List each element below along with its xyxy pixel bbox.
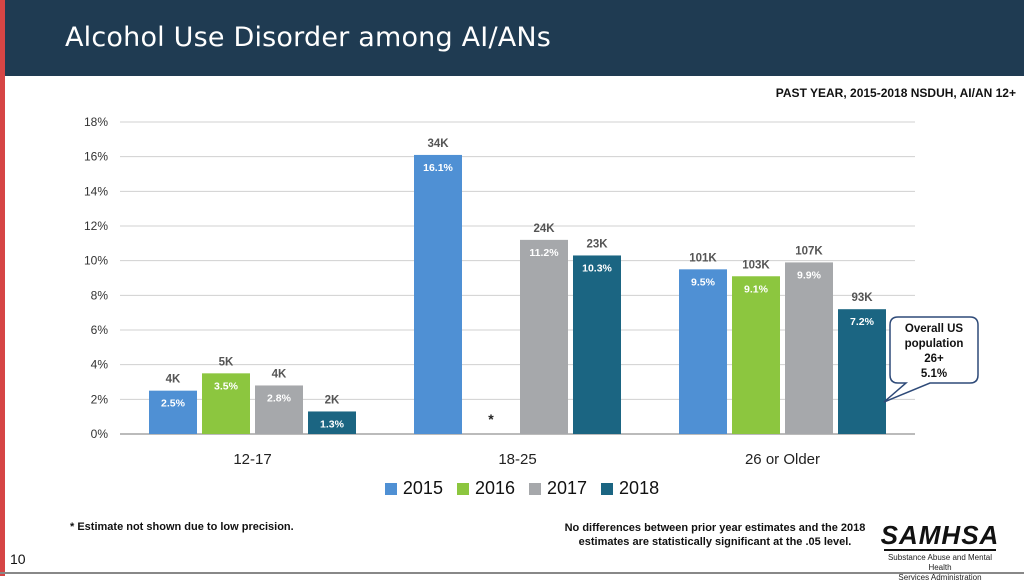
bar [308, 411, 356, 434]
legend-item: 2018 [601, 478, 659, 499]
bar-count-label: 4K [166, 374, 181, 386]
y-tick-label: 18% [84, 115, 108, 129]
bar [202, 373, 250, 434]
callout-text-line: population [905, 338, 964, 350]
legend-swatch [601, 482, 614, 495]
bar-value-label: 9.1% [744, 283, 769, 295]
legend-label: 2016 [474, 478, 515, 498]
header-bar: Alcohol Use Disorder among AI/ANs [5, 0, 1024, 76]
y-tick-label: 10% [84, 254, 108, 268]
bar-count-label: 34K [427, 138, 449, 150]
logo-subtext-1: Substance Abuse and Mental Health [887, 553, 993, 572]
bar-count-label: 2K [325, 394, 340, 406]
x-category-label: 18-25 [498, 451, 536, 468]
y-tick-label: 12% [84, 219, 108, 233]
bar-value-label: 9.5% [691, 276, 716, 288]
y-tick-label: 8% [91, 288, 109, 302]
bar-count-label: 4K [272, 368, 287, 380]
legend-label: 2015 [402, 478, 443, 498]
chart-legend: 2015 2016 2017 2018 [0, 478, 1024, 499]
bar-count-label: 101K [689, 252, 717, 264]
y-tick-label: 16% [84, 150, 108, 164]
x-category-label: 26 or Older [745, 451, 820, 468]
legend-item: 2016 [456, 478, 515, 499]
legend-swatch [456, 482, 469, 495]
legend-label: 2017 [547, 478, 588, 498]
bar [679, 269, 727, 434]
chart-subtitle: PAST YEAR, 2015-2018 NSDUH, AI/AN 12+ [775, 86, 1016, 100]
y-tick-label: 4% [91, 358, 109, 372]
y-tick-label: 6% [91, 323, 109, 337]
logo-subtext-2: Services Administration [898, 573, 982, 582]
bar-count-label: 24K [533, 223, 555, 235]
bar-value-label: 9.9% [797, 269, 822, 281]
callout-text-line: Overall US [905, 323, 963, 335]
callout-text-line: 26+ [924, 353, 944, 365]
y-tick-label: 2% [91, 392, 109, 406]
bottom-divider [0, 572, 1024, 574]
logo-wordmark: SAMHSA [880, 520, 1000, 550]
page-title: Alcohol Use Disorder among AI/ANs [65, 22, 552, 53]
legend-swatch [384, 482, 397, 495]
bar [520, 239, 568, 434]
callout-bubble [883, 316, 979, 403]
bar [149, 390, 197, 434]
legend-item: 2017 [529, 478, 587, 499]
bar-count-label: 103K [742, 259, 770, 271]
low-precision-asterisk: * [488, 411, 494, 427]
bar-value-label: 2.5% [161, 398, 186, 410]
bar [838, 309, 886, 434]
bar-value-label: 11.2% [529, 247, 559, 259]
bar-count-label: 93K [851, 292, 873, 304]
left-accent-stripe [0, 0, 5, 576]
x-category-label: 12-17 [233, 451, 271, 468]
bar-count-label: 5K [219, 356, 234, 368]
bar-value-label: 10.3% [582, 262, 612, 274]
legend-item: 2015 [384, 478, 443, 499]
y-tick-label: 14% [84, 184, 108, 198]
y-tick-label: 0% [91, 427, 109, 441]
callout-text-line: 5.1% [921, 368, 947, 380]
bar-value-label: 1.3% [320, 418, 345, 430]
bar-value-label: 16.1% [423, 162, 453, 174]
bar-count-label: 107K [795, 245, 823, 257]
bar [573, 255, 621, 434]
page-number: 10 [10, 551, 26, 567]
bar [255, 385, 303, 434]
bar [414, 154, 462, 434]
bar-value-label: 3.5% [214, 380, 239, 392]
footnote-low-precision: * Estimate not shown due to low precisio… [70, 521, 294, 533]
logo-underline [884, 549, 996, 551]
bar-value-label: 7.2% [850, 316, 875, 328]
legend-label: 2018 [619, 478, 660, 498]
bar [785, 262, 833, 434]
bar [732, 276, 780, 434]
legend-swatch [529, 482, 541, 495]
bar-value-label: 2.8% [267, 392, 292, 404]
bar-count-label: 23K [586, 238, 608, 250]
footnote-significance: No differences between prior year estima… [564, 522, 866, 548]
